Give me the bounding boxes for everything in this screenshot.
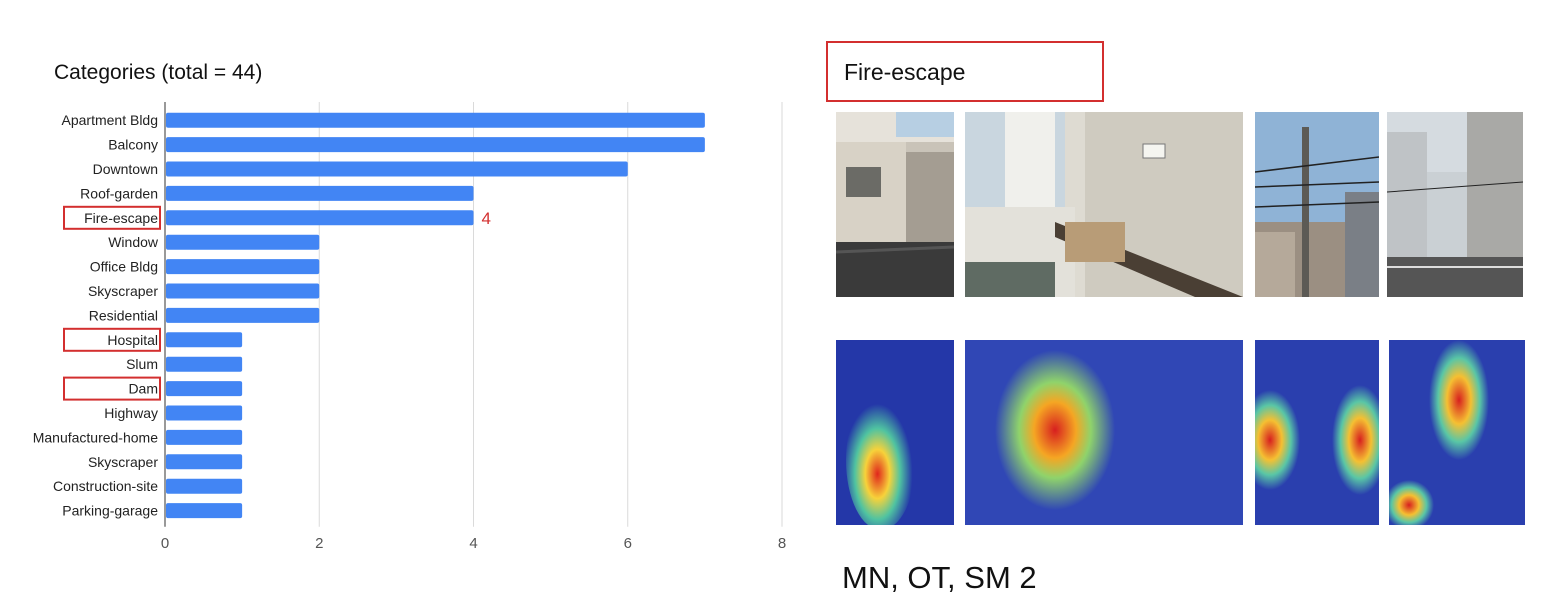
heatmap-balcony-wall (965, 340, 1243, 525)
x-tick-label: 0 (161, 535, 169, 552)
photo-building-corner (836, 112, 954, 297)
category-label: Slum (126, 356, 158, 372)
heatmap-building-corner (836, 340, 954, 525)
category-label: Fire-escape (84, 210, 158, 226)
category-label: Parking-garage (62, 503, 158, 519)
bar (166, 381, 243, 397)
panel-footer: MN, OT, SM 2 (842, 560, 1037, 595)
bar (166, 307, 320, 323)
category-label: Office Bldg (90, 259, 158, 275)
panel-title: Fire-escape (826, 41, 1104, 102)
category-label: Apartment Bldg (62, 112, 159, 128)
bar (166, 161, 628, 177)
category-label: Construction-site (53, 478, 158, 494)
bar (166, 234, 320, 250)
x-tick-label: 4 (469, 535, 477, 552)
heatmap-street-view (1389, 340, 1525, 525)
photo-street-view (1387, 112, 1523, 297)
category-label: Window (108, 234, 159, 250)
category-label: Residential (89, 307, 158, 323)
bar (166, 478, 243, 494)
bar (166, 210, 474, 226)
category-highlight-box (63, 205, 161, 230)
category-label: Hospital (107, 332, 158, 348)
chart-title: Categories (total = 44) (54, 61, 262, 84)
bar (166, 356, 243, 372)
bar-chart: Categories (total = 44) Apartment Bldg Ba… (33, 61, 786, 552)
category-label: Manufactured-home (33, 429, 159, 445)
category-highlight-box (63, 376, 161, 401)
heatmap-power-lines (1255, 340, 1379, 525)
bar (166, 454, 243, 470)
bar (166, 429, 243, 445)
bar (166, 283, 320, 299)
bar (166, 332, 243, 348)
photo-balcony-wall (965, 112, 1243, 297)
bar (166, 259, 320, 275)
bar (166, 112, 705, 128)
bar (166, 137, 705, 153)
photo-power-lines (1255, 112, 1379, 297)
category-label: Dam (128, 381, 158, 397)
category-label: Skyscraper (88, 283, 158, 299)
category-label: Roof-garden (80, 185, 158, 201)
x-tick-label: 6 (624, 535, 632, 552)
bar (166, 185, 474, 201)
x-tick-label: 8 (778, 535, 786, 552)
category-label: Balcony (108, 137, 158, 153)
category-label: Highway (104, 405, 158, 421)
x-tick-label: 2 (315, 535, 323, 552)
category-highlight-box (63, 327, 161, 352)
category-label: Skyscraper (88, 454, 158, 470)
bar (166, 405, 243, 421)
bar (166, 503, 243, 519)
category-label: Downtown (93, 161, 158, 177)
bar-annotation: 4 (482, 209, 491, 228)
